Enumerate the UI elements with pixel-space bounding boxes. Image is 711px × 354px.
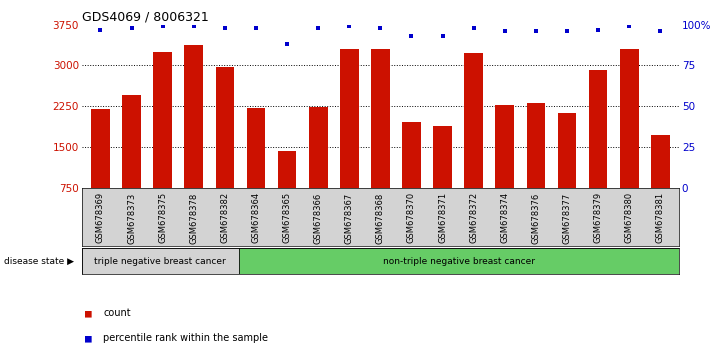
Bar (91, 109, 109, 188)
Bar (496, 104, 514, 188)
Point (126, 25, 137, 31)
Text: percentile rank within the sample: percentile rank within the sample (103, 333, 268, 343)
Bar (589, 70, 607, 188)
Bar (82, 248, 239, 274)
Text: GSM678369: GSM678369 (96, 192, 105, 244)
Bar (402, 122, 421, 188)
Text: disease state ▶: disease state ▶ (4, 257, 73, 266)
Text: GSM678368: GSM678368 (376, 192, 385, 244)
Bar (239, 248, 679, 274)
Bar (122, 95, 141, 188)
Bar (527, 103, 545, 188)
Point (562, 28, 573, 34)
Text: non-triple negative breast cancer: non-triple negative breast cancer (383, 257, 535, 266)
Point (468, 25, 479, 31)
Bar (557, 113, 577, 188)
Bar (247, 108, 265, 188)
Bar (340, 48, 358, 188)
Point (95, 27, 106, 33)
Point (375, 25, 386, 31)
Text: GSM678375: GSM678375 (158, 192, 167, 244)
Bar (215, 67, 234, 188)
Point (188, 24, 199, 29)
Text: GSM678364: GSM678364 (252, 192, 260, 244)
Point (624, 24, 635, 29)
Bar (464, 53, 483, 188)
Text: GSM678379: GSM678379 (594, 192, 603, 244)
Point (530, 28, 542, 34)
Point (592, 27, 604, 33)
Point (157, 24, 169, 29)
Text: GSM678374: GSM678374 (501, 192, 509, 244)
Text: GSM678365: GSM678365 (282, 192, 292, 244)
Text: GSM678366: GSM678366 (314, 192, 323, 244)
Bar (371, 48, 390, 188)
Text: GSM678382: GSM678382 (220, 192, 230, 244)
Point (313, 25, 324, 31)
Text: GSM678372: GSM678372 (469, 192, 479, 244)
Bar (184, 45, 203, 188)
Text: GSM678370: GSM678370 (407, 192, 416, 244)
Bar (651, 135, 670, 188)
Text: triple negative breast cancer: triple negative breast cancer (95, 257, 226, 266)
Point (499, 28, 510, 34)
Bar (433, 126, 452, 188)
Point (655, 28, 666, 34)
Bar (278, 151, 296, 188)
Text: GSM678380: GSM678380 (625, 192, 634, 244)
Text: GDS4069 / 8006321: GDS4069 / 8006321 (82, 11, 208, 24)
Text: GSM678377: GSM678377 (562, 192, 572, 244)
Point (250, 25, 262, 31)
Text: GSM678376: GSM678376 (531, 192, 540, 244)
Text: ■: ■ (85, 333, 92, 343)
Text: count: count (103, 308, 131, 318)
Point (343, 24, 355, 29)
Point (437, 33, 448, 39)
Point (219, 25, 230, 31)
Text: GSM678367: GSM678367 (345, 192, 354, 244)
Text: GSM678381: GSM678381 (656, 192, 665, 244)
Text: GSM678378: GSM678378 (189, 192, 198, 244)
Text: ■: ■ (85, 308, 92, 318)
Text: GSM678371: GSM678371 (438, 192, 447, 244)
Bar (154, 52, 172, 188)
Bar (620, 49, 638, 188)
Point (282, 41, 293, 47)
Text: GSM678373: GSM678373 (127, 192, 136, 244)
Point (406, 33, 417, 39)
Bar (309, 107, 328, 188)
